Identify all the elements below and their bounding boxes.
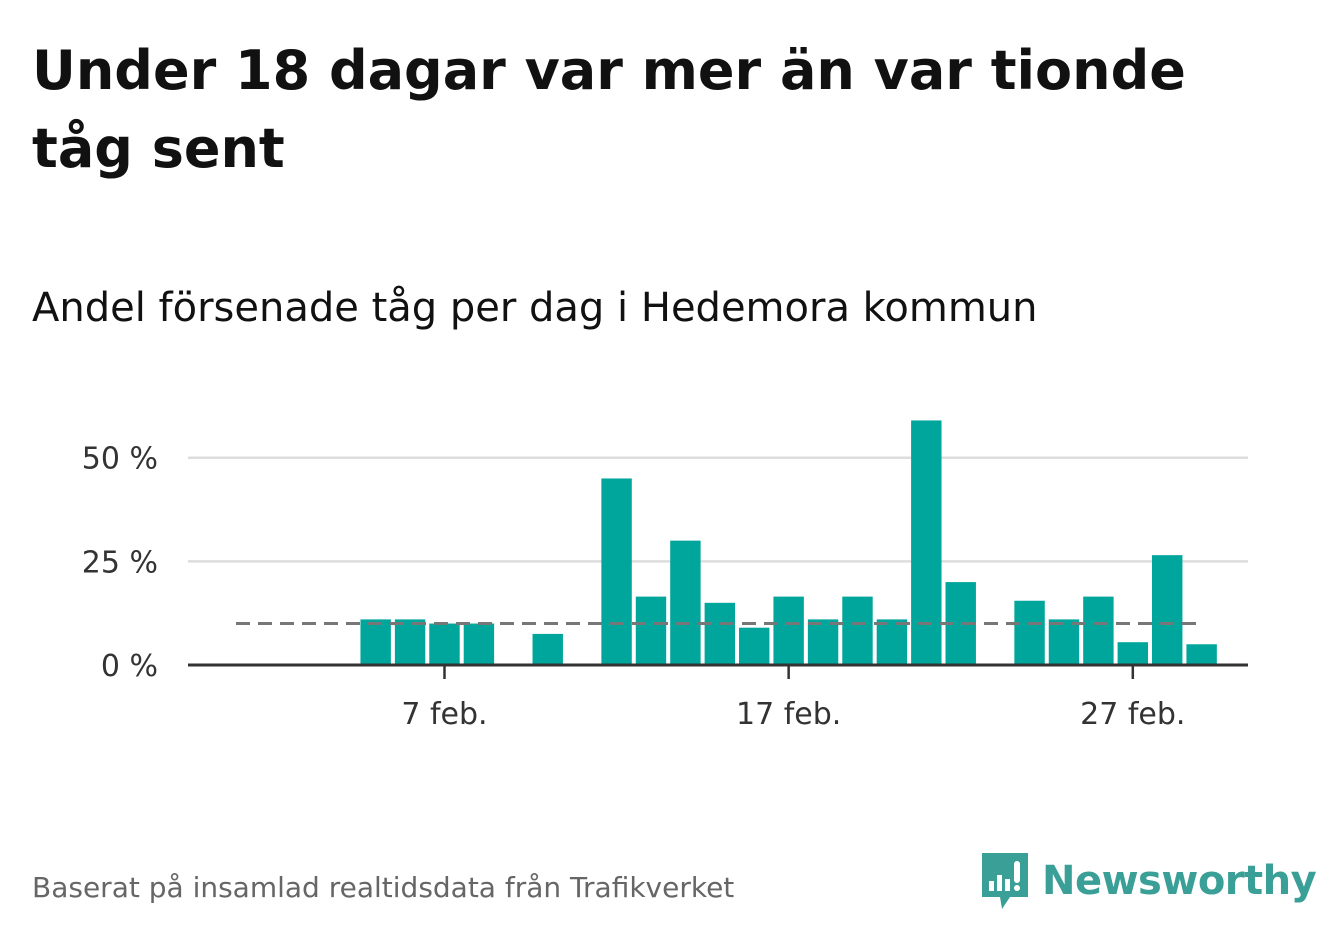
bar	[1014, 600, 1045, 665]
y-tick-label: 25 %	[82, 545, 158, 580]
bar	[1152, 555, 1183, 665]
bar	[532, 633, 563, 665]
x-tick-label: 27 feb.	[1080, 697, 1185, 732]
bar	[429, 623, 460, 665]
bar	[670, 540, 701, 665]
y-tick-label: 0 %	[101, 649, 158, 684]
bar	[1186, 644, 1217, 665]
bar	[773, 596, 804, 665]
bar	[463, 623, 495, 665]
y-axis-labels: 0 % 25 % 50 %	[82, 442, 158, 684]
bar	[601, 478, 632, 665]
x-tick-label: 17 feb.	[736, 697, 841, 732]
bar-chart: 0 % 25 % 50 % 7 feb. 17 feb. 27 feb.	[82, 420, 1248, 732]
bar	[394, 619, 426, 665]
bar	[739, 627, 770, 665]
bar	[1117, 642, 1149, 665]
bar	[911, 420, 942, 665]
x-axis-labels: 7 feb. 17 feb. 27 feb.	[401, 697, 1185, 732]
source-note: Baserat på insamlad realtidsdata från Tr…	[32, 871, 735, 904]
bar	[1083, 596, 1114, 665]
bar	[635, 596, 667, 665]
x-tick-label: 7 feb.	[401, 697, 487, 732]
chart-title: Under 18 dagar var mer än var tionde tåg…	[32, 39, 1186, 180]
bar	[360, 619, 391, 665]
brand-name: Newsworthy	[1042, 858, 1317, 904]
bar	[876, 619, 908, 665]
bar	[807, 619, 839, 665]
chart-subtitle: Andel försenade tåg per dag i Hedemora k…	[32, 285, 1038, 331]
bar	[1048, 619, 1080, 665]
bar	[704, 602, 736, 665]
bar	[842, 596, 873, 665]
y-tick-label: 50 %	[82, 442, 158, 477]
grid-lines	[188, 456, 1248, 563]
newsworthy-logo-icon	[982, 853, 1028, 909]
brand-logo[interactable]: Newsworthy	[980, 850, 1317, 912]
bars	[360, 420, 1217, 665]
x-axis	[188, 663, 1248, 679]
